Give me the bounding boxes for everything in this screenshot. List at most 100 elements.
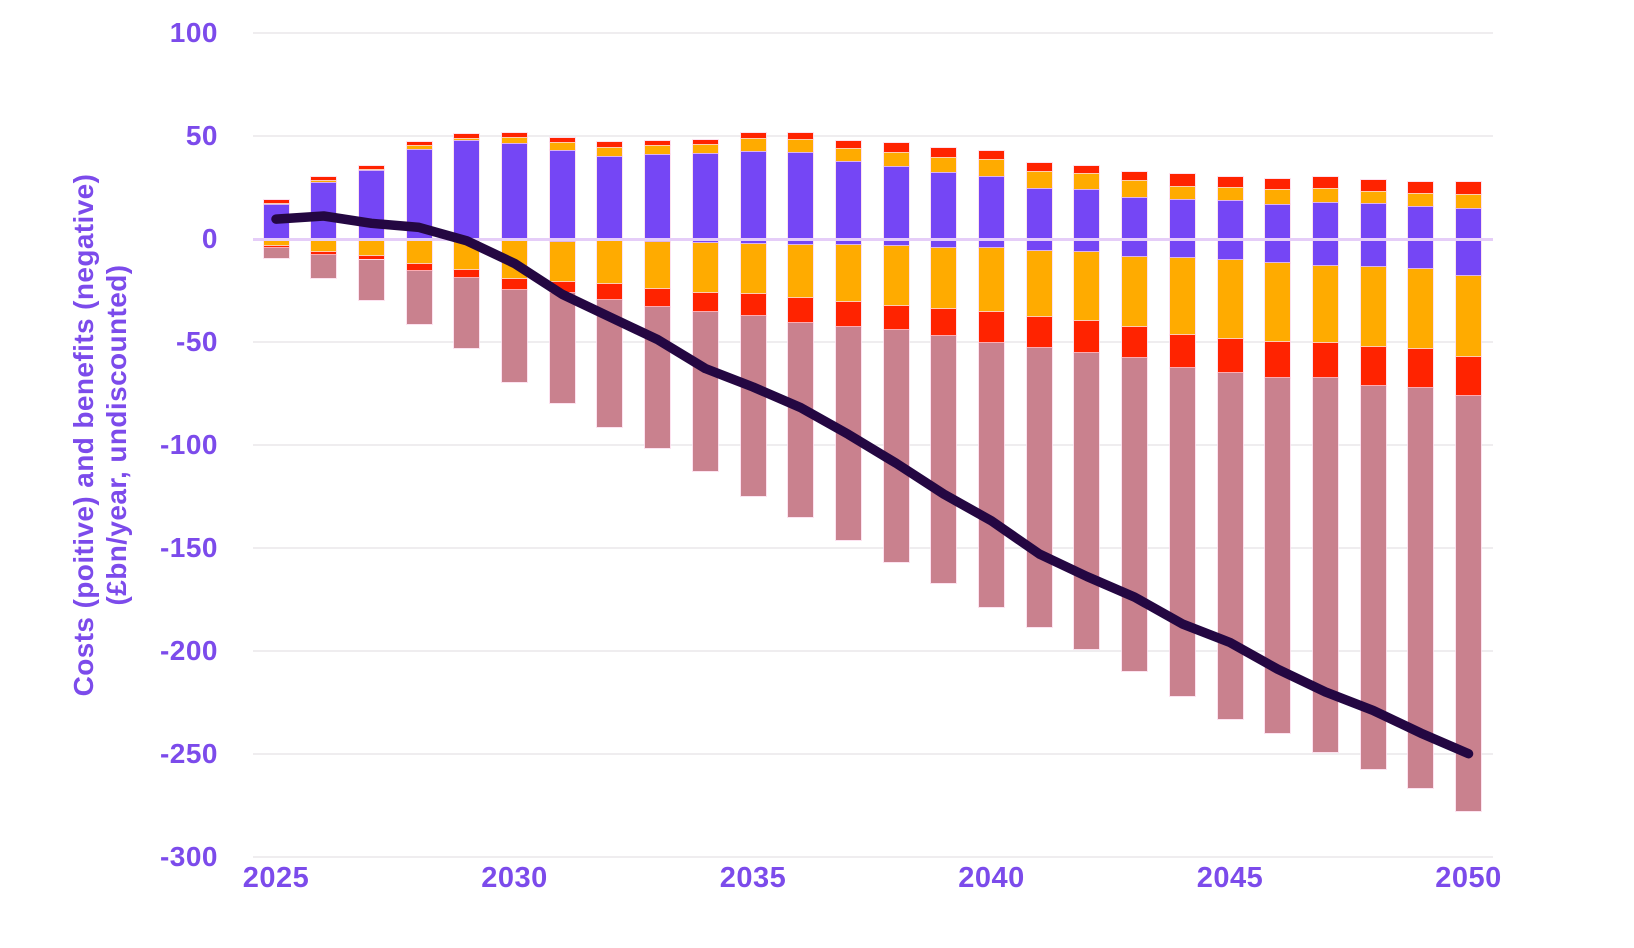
gridline (253, 443, 1493, 446)
bar-segment-costs-purple (1312, 201, 1338, 239)
bar-segment-costs-red (406, 142, 432, 146)
bar-segment-benefits-rose (597, 300, 623, 427)
bar-segment-costs-red (788, 132, 814, 140)
bar-segment-costs-amber (883, 151, 909, 166)
bar-segment-benefits-purple (1312, 238, 1338, 266)
bar-segment-benefits-purple (1217, 238, 1243, 260)
bar-segment-benefits-red (1456, 357, 1481, 397)
bar-segment-costs-red (1408, 181, 1434, 193)
bar-segment-costs-amber (692, 144, 718, 154)
bar-segment-benefits-red (1074, 320, 1100, 354)
bar-segment-costs-amber (311, 180, 337, 183)
bar-segment-benefits-amber (645, 241, 671, 290)
bar-segment-benefits-rose (1408, 388, 1434, 789)
gridline (253, 31, 1493, 34)
y-axis-title-line1: Costs (poitive) and benefits (negative) (68, 173, 99, 697)
bar-segment-costs-purple (311, 182, 337, 239)
bar-segment-costs-red (740, 132, 766, 139)
bar-segment-benefits-red (1408, 349, 1434, 389)
bar-segment-costs-purple (549, 149, 575, 239)
bar-segment-costs-red (883, 143, 909, 152)
bar-segment-costs-red (454, 134, 480, 138)
bar-segment-costs-red (1074, 165, 1100, 174)
bar-segment-costs-amber (1312, 188, 1338, 202)
bar-segment-costs-purple (406, 149, 432, 239)
bar-segment-benefits-amber (788, 245, 814, 299)
bar-segment-benefits-amber (740, 244, 766, 295)
bar-segment-costs-amber (1026, 170, 1052, 189)
gridline (253, 340, 1493, 343)
bar-segment-costs-red (549, 137, 575, 142)
bar-segment-costs-purple (883, 165, 909, 239)
bar-segment-costs-red (1122, 171, 1148, 180)
bar-segment-costs-amber (1456, 193, 1481, 208)
bar-segment-benefits-red (883, 306, 909, 330)
bar-segment-benefits-rose (931, 335, 957, 584)
bar-segment-costs-purple (1074, 189, 1100, 239)
x-tick-label: 2035 (719, 862, 787, 894)
bar-segment-benefits-amber (1265, 262, 1291, 343)
bar-segment-costs-amber (931, 156, 957, 172)
bar-segment-benefits-red (645, 289, 671, 308)
bar-segment-benefits-rose (788, 322, 814, 517)
bar-segment-benefits-rose (1312, 377, 1338, 752)
y-tick-label: 0 (201, 222, 218, 254)
bar-segment-benefits-amber (1074, 251, 1100, 321)
bar-segment-costs-purple (454, 140, 480, 239)
y-axis-title: Costs (poitive) and benefits (negative) … (67, 23, 137, 847)
bar-segment-benefits-rose (835, 326, 861, 541)
y-tick-label: -100 (159, 428, 218, 460)
y-axis-title-line2: (£bn/year, undiscounted) (101, 264, 132, 606)
bar-segment-benefits-amber (597, 241, 623, 285)
bar-segment-costs-purple (1217, 199, 1243, 239)
gridline (253, 546, 1493, 549)
bar-segment-benefits-rose (406, 270, 432, 325)
bar-segment-benefits-red (692, 292, 718, 313)
bar-segment-costs-purple (1408, 205, 1434, 239)
bar-segment-costs-purple (835, 160, 861, 239)
bar-segment-costs-purple (740, 150, 766, 239)
bar-segment-costs-purple (1360, 203, 1386, 239)
bar-segment-benefits-purple (1360, 238, 1386, 267)
y-tick-label: -300 (159, 840, 218, 872)
bar-segment-benefits-amber (311, 238, 337, 253)
bar-segment-costs-red (1312, 177, 1338, 189)
bar-segment-costs-red (358, 165, 384, 169)
bar-segment-benefits-purple (1456, 238, 1481, 276)
bar-segment-benefits-amber (1217, 259, 1243, 340)
bar-segment-benefits-purple (1265, 238, 1291, 263)
bar-segment-costs-red (1265, 179, 1291, 190)
x-tick-label: 2030 (481, 862, 548, 894)
bar-segment-costs-purple (645, 154, 671, 239)
bar-segment-benefits-red (1026, 317, 1052, 349)
bar-segment-costs-amber (1408, 192, 1434, 206)
bar-segment-benefits-amber (1312, 265, 1338, 343)
bar-segment-costs-amber (454, 137, 480, 141)
bar-segment-costs-red (1456, 182, 1481, 194)
bar-segment-benefits-rose (1265, 377, 1291, 734)
bar-segment-costs-red (692, 140, 718, 145)
y-tick-label: 50 (185, 119, 218, 151)
bar-segment-benefits-amber (1456, 275, 1481, 358)
bar-segment-costs-amber (1265, 189, 1291, 205)
bar-segment-costs-amber (358, 168, 384, 171)
bar-segment-benefits-purple (1122, 238, 1148, 257)
bar-segment-benefits-amber (835, 245, 861, 302)
bar-segment-benefits-red (1312, 342, 1338, 378)
bar-segment-benefits-amber (502, 240, 527, 280)
bar-segment-benefits-amber (1408, 269, 1434, 350)
bar-segment-benefits-amber (1122, 256, 1148, 327)
bar-segment-costs-red (597, 142, 623, 147)
bar-segment-costs-purple (788, 151, 814, 239)
bar-segment-benefits-red (454, 270, 480, 278)
y-tick-label: -150 (159, 531, 218, 563)
bar-segment-costs-red (1217, 176, 1243, 188)
bar-segment-costs-amber (1217, 187, 1243, 200)
bar-segment-costs-amber (1122, 179, 1148, 197)
y-tick-label: -50 (176, 325, 218, 357)
bar-segment-costs-purple (931, 171, 957, 239)
bar-segment-benefits-purple (1408, 238, 1434, 270)
y-tick-label: 100 (169, 16, 218, 48)
bar-segment-benefits-amber (692, 242, 718, 293)
